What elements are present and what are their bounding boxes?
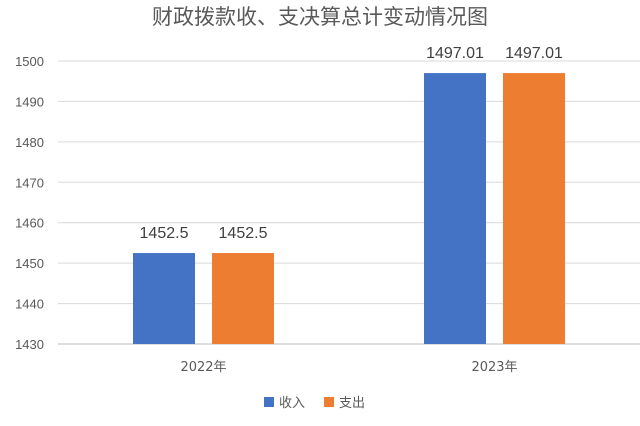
chart-title: 财政拨款收、支决算总计变动情况图 bbox=[152, 5, 488, 29]
legend-label: 支出 bbox=[339, 396, 365, 411]
y-tick-label: 1490 bbox=[15, 94, 44, 109]
y-axis: 1430 1440 1450 1460 1470 1480 1490 1500 bbox=[15, 54, 44, 352]
data-label: 1452.5 bbox=[140, 225, 189, 242]
data-label: 1497.01 bbox=[505, 45, 563, 62]
y-tick-label: 1430 bbox=[15, 337, 44, 352]
bar bbox=[503, 73, 565, 345]
x-axis: 2022年 2023年 bbox=[180, 360, 517, 375]
x-tick-label: 2023年 bbox=[471, 360, 517, 375]
legend-swatch bbox=[264, 397, 274, 407]
y-tick-label: 1460 bbox=[15, 216, 44, 231]
bars: 1452.5 1452.5 1497.01 1497.01 bbox=[133, 45, 565, 345]
y-tick-label: 1450 bbox=[15, 256, 44, 271]
bar bbox=[212, 253, 274, 344]
legend-label: 收入 bbox=[279, 396, 305, 411]
data-label: 1497.01 bbox=[426, 45, 484, 62]
y-tick-label: 1470 bbox=[15, 175, 44, 190]
y-tick-label: 1480 bbox=[15, 135, 44, 150]
data-label: 1452.5 bbox=[219, 225, 268, 242]
y-tick-label: 1500 bbox=[15, 54, 44, 69]
bar bbox=[424, 73, 486, 345]
y-tick-label: 1440 bbox=[15, 297, 44, 312]
bar bbox=[133, 253, 195, 344]
legend-swatch bbox=[324, 397, 334, 407]
legend: 收入 支出 bbox=[264, 396, 365, 411]
x-tick-label: 2022年 bbox=[180, 360, 226, 375]
